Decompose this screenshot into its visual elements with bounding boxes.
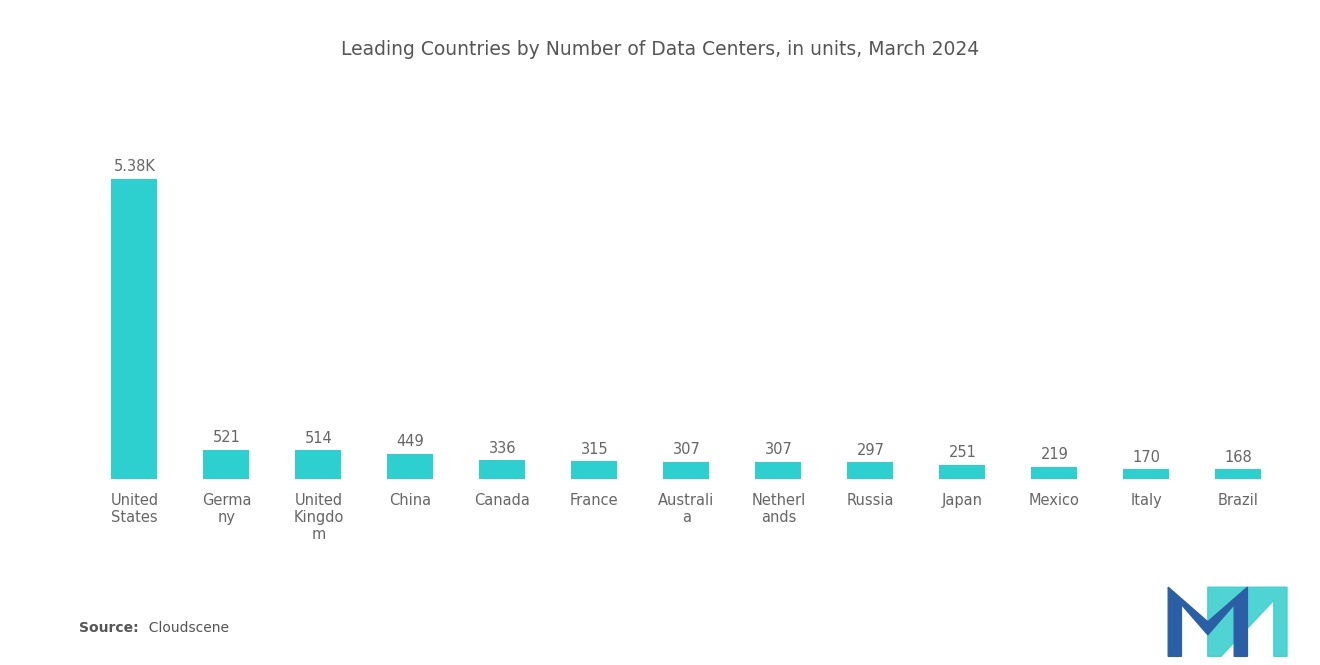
Text: 315: 315 xyxy=(581,442,609,457)
Bar xyxy=(479,460,525,479)
Bar xyxy=(1123,469,1170,479)
Bar xyxy=(572,462,618,479)
Polygon shape xyxy=(1208,587,1287,656)
Text: Leading Countries by Number of Data Centers, in units, March 2024: Leading Countries by Number of Data Cent… xyxy=(341,40,979,59)
Text: 5.38K: 5.38K xyxy=(114,160,156,174)
Text: 521: 521 xyxy=(213,430,240,446)
Bar xyxy=(1031,467,1077,479)
Text: 251: 251 xyxy=(949,446,977,460)
Text: 168: 168 xyxy=(1225,450,1253,465)
Bar xyxy=(940,465,986,479)
Bar xyxy=(111,179,157,479)
Text: 336: 336 xyxy=(488,441,516,456)
Bar xyxy=(847,462,894,479)
Bar xyxy=(755,462,801,479)
Text: Cloudscene: Cloudscene xyxy=(140,620,228,635)
Bar xyxy=(1216,469,1262,479)
Polygon shape xyxy=(1168,587,1247,656)
Text: 307: 307 xyxy=(764,442,792,458)
Text: 449: 449 xyxy=(396,434,424,450)
Text: 170: 170 xyxy=(1133,450,1160,465)
Text: 514: 514 xyxy=(305,431,333,446)
Text: Source:: Source: xyxy=(79,620,139,635)
Bar xyxy=(664,462,709,479)
Text: 297: 297 xyxy=(857,443,884,458)
Bar xyxy=(387,454,433,479)
Text: 219: 219 xyxy=(1040,447,1068,462)
Text: 307: 307 xyxy=(672,442,701,458)
Bar xyxy=(296,450,342,479)
Bar xyxy=(203,450,249,479)
